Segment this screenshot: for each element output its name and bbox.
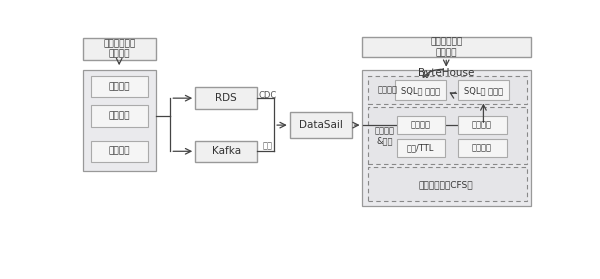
Bar xyxy=(195,141,257,162)
Bar xyxy=(458,139,506,157)
Bar xyxy=(368,107,527,163)
Text: 广告营销企业
分析平台: 广告营销企业 分析平台 xyxy=(430,38,463,57)
Text: 参数优化: 参数优化 xyxy=(472,121,492,130)
Text: 压缩/TTL: 压缩/TTL xyxy=(407,144,434,153)
Text: SQL写 计算组: SQL写 计算组 xyxy=(464,86,503,95)
Bar xyxy=(91,141,148,162)
Bar xyxy=(362,70,531,206)
Text: 业务数据: 业务数据 xyxy=(109,82,130,91)
Bar xyxy=(397,116,445,134)
Text: 广告营销企业
应用程序: 广告营销企业 应用程序 xyxy=(103,39,136,59)
Text: 流式: 流式 xyxy=(263,141,273,150)
Bar xyxy=(83,38,157,60)
Bar xyxy=(458,116,506,134)
Bar xyxy=(362,37,531,57)
Text: 行为数据: 行为数据 xyxy=(109,147,130,156)
Text: 自动合并: 自动合并 xyxy=(472,144,492,153)
Bar xyxy=(91,76,148,97)
Text: 索引优化: 索引优化 xyxy=(410,121,431,130)
Bar xyxy=(368,76,527,104)
Bar xyxy=(395,80,446,100)
Text: 计算层面: 计算层面 xyxy=(377,85,397,94)
Bar xyxy=(368,167,527,201)
Bar xyxy=(397,139,445,157)
Bar xyxy=(83,70,157,171)
Bar xyxy=(91,105,148,127)
Bar xyxy=(195,87,257,109)
Bar xyxy=(458,80,509,100)
Text: ByteHouse: ByteHouse xyxy=(418,68,475,78)
Text: CDC: CDC xyxy=(259,91,277,100)
Text: 分布式存储（CFS）: 分布式存储（CFS） xyxy=(419,180,473,189)
Text: RDS: RDS xyxy=(215,93,237,103)
Text: Kafka: Kafka xyxy=(212,146,241,156)
Text: DataSail: DataSail xyxy=(299,120,343,130)
Text: 优化查询
&并发: 优化查询 &并发 xyxy=(375,126,395,146)
Text: SQL读 计算组: SQL读 计算组 xyxy=(401,86,440,95)
Text: 广告数据: 广告数据 xyxy=(109,111,130,120)
Bar xyxy=(290,112,352,138)
